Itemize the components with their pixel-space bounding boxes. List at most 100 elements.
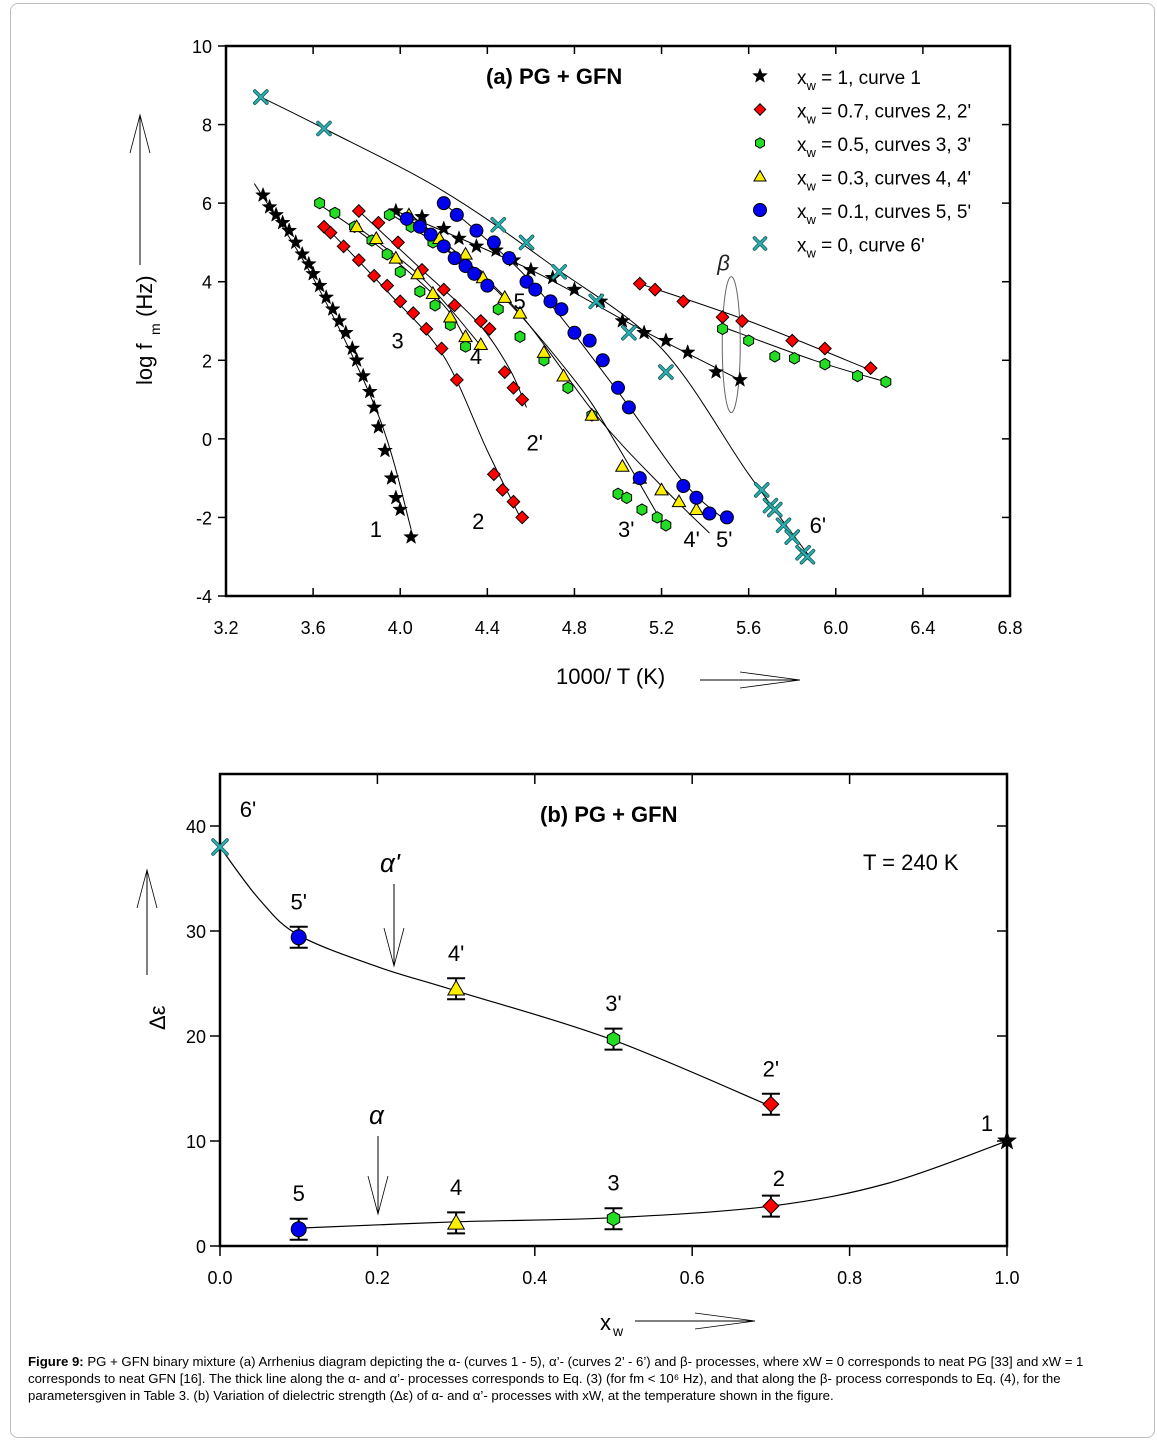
legend-a: xw = 1, curve 1 xw = 0.7, curves 2, 2' xw … <box>751 67 971 261</box>
series-beta-x-w-0-5- <box>717 322 892 389</box>
series-curve-4- <box>401 207 704 516</box>
data-point-diamond <box>863 361 878 376</box>
series-curve-2 <box>316 219 530 525</box>
data-point-x-stroke <box>776 518 791 533</box>
data-point-star <box>311 277 328 293</box>
data-point-circle <box>676 479 691 493</box>
data-point-star <box>366 398 383 415</box>
data-point-diamond <box>632 276 647 291</box>
x-tick-label-a: 3.6 <box>301 618 326 638</box>
data-point-triangle <box>512 305 528 319</box>
data-point-x-stroke <box>519 235 534 250</box>
data-point-hexagon <box>743 334 755 347</box>
data-point-star <box>707 363 725 379</box>
data-point-diamond <box>495 482 510 497</box>
data-point-hexagon <box>621 491 633 505</box>
fit-lines-a <box>253 96 887 557</box>
data-point-diamond <box>473 313 488 329</box>
data-point-triangle <box>584 407 600 421</box>
series-curve-6- <box>253 89 816 565</box>
data-point-diamond <box>351 203 366 219</box>
data-point-diamond <box>497 365 512 380</box>
data-point-star <box>370 418 387 434</box>
data-point-hexagon <box>460 340 471 353</box>
data-point-hexagon <box>514 330 526 343</box>
data-point-x <box>316 120 332 137</box>
data-point-diamond <box>515 510 530 525</box>
x-tick-label-a: 6.4 <box>910 618 935 638</box>
data-point-x <box>775 517 792 534</box>
y-tick-label-a: 10 <box>192 37 212 57</box>
data-point-circle <box>611 380 625 395</box>
data-point-circle <box>467 266 482 281</box>
data-point-diamond <box>449 372 464 387</box>
data-point-star <box>281 222 298 238</box>
data-point-diamond <box>785 333 800 348</box>
data-point-diamond <box>351 253 366 268</box>
caption-text: PG + GFN binary mixture (a) Arrhenius di… <box>28 1354 1084 1403</box>
data-point-triangle <box>425 285 441 299</box>
data-point-x-stroke <box>253 90 268 105</box>
x-tick-label-a: 4.8 <box>562 618 587 638</box>
data-point-diamond <box>486 467 501 482</box>
figure-caption: Figure 9: PG + GFN binary mixture (a) Ar… <box>28 1353 1143 1404</box>
series-beta-x-w-0-7- <box>632 276 878 376</box>
data-point-diamond <box>735 313 750 329</box>
legend-marker-hexagon <box>755 137 765 149</box>
data-point-star <box>657 332 674 348</box>
data-point-star <box>403 528 420 544</box>
caption-label: Figure 9: <box>28 1354 84 1369</box>
data-point-triangle <box>671 494 687 508</box>
legend-marker-triangle <box>753 169 767 182</box>
data-point-x <box>799 548 816 565</box>
data-point-star <box>287 233 304 250</box>
x-tick-label-a: 6.8 <box>997 618 1022 638</box>
y-tick-label-a: 2 <box>202 351 212 371</box>
beta-ellipse <box>721 276 741 414</box>
data-point-star <box>255 186 271 203</box>
x-tick-label-a: 5.6 <box>736 618 761 638</box>
data-point-hexagon <box>562 381 574 395</box>
curve-label-3p: 3' <box>618 517 634 542</box>
series-curve-3- <box>383 208 672 532</box>
data-point-star <box>387 202 404 218</box>
series-curve-5- <box>436 196 734 525</box>
data-point-star <box>294 245 311 261</box>
x-axis-label-a: 1000/ T (K) <box>556 664 665 689</box>
curve-label-4: 4 <box>470 344 482 369</box>
data-point-diamond <box>371 215 386 230</box>
data-point-x <box>658 364 674 380</box>
data-point-circle <box>436 239 451 254</box>
data-point-star <box>318 288 335 305</box>
fit-line-a <box>317 202 471 349</box>
legend-label: xw = 0, curve 6' <box>797 236 925 261</box>
fit-line-a <box>321 222 523 522</box>
data-point-hexagon <box>383 208 395 222</box>
data-point-star <box>300 255 317 271</box>
data-point-star <box>636 324 653 340</box>
y-tick-label-a: -2 <box>196 508 212 528</box>
data-point-triangle <box>388 250 404 264</box>
data-point-x-stroke <box>767 502 782 517</box>
data-point-star <box>468 237 485 254</box>
data-point-star <box>331 312 348 328</box>
data-point-hexagon <box>394 265 406 279</box>
data-point-x <box>784 529 801 545</box>
data-point-diamond <box>393 294 408 309</box>
data-point-circle <box>702 506 717 521</box>
data-point-diamond <box>434 341 449 356</box>
curve-label-3: 3 <box>392 329 404 354</box>
data-point-triangle <box>614 458 630 472</box>
data-point-x-stroke <box>785 530 800 545</box>
data-point-circle <box>423 227 438 242</box>
fit-line-a <box>722 326 887 383</box>
data-point-star <box>731 371 749 387</box>
data-point-star <box>376 442 394 458</box>
data-point-star <box>305 265 322 281</box>
data-point-circle <box>582 333 597 348</box>
data-point-hexagon <box>381 247 393 261</box>
data-point-star <box>337 324 354 340</box>
data-point-diamond <box>506 380 521 395</box>
data-point-circle <box>519 274 534 289</box>
data-point-x-stroke <box>754 482 769 497</box>
